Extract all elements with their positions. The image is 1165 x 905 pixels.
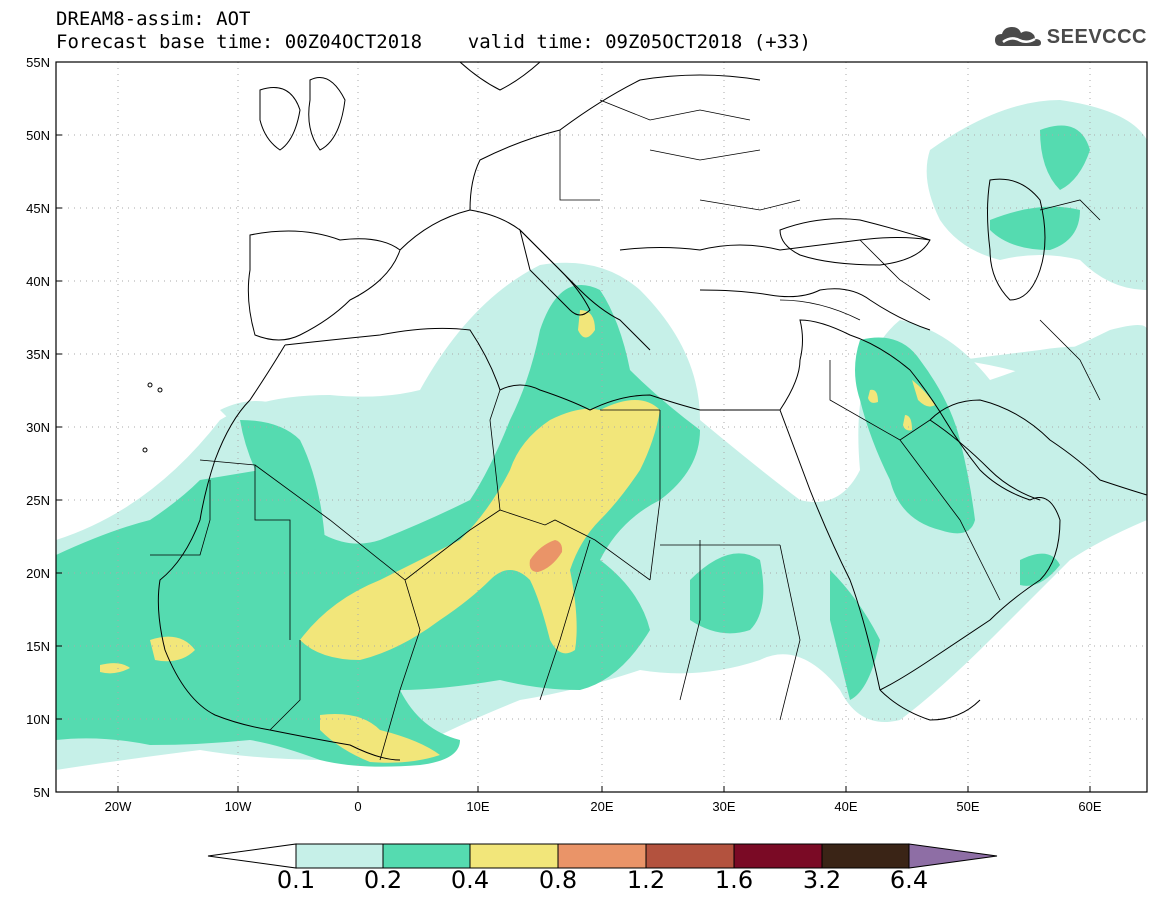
lon-label: 10E: [466, 799, 489, 814]
latitude-labels: 55N 50N 45N 40N 35N 30N 25N 20N 15N 10N …: [26, 55, 50, 800]
lon-label: 0: [354, 799, 361, 814]
legend-label: 6.4: [889, 866, 929, 894]
colorbar-low-arrow: [207, 843, 297, 869]
title-line-1: DREAM8-assim: AOT: [56, 8, 251, 30]
legend-label: 0.1: [276, 866, 316, 894]
aot-level-0.4: [100, 310, 935, 763]
colorbar-segment: [557, 843, 647, 869]
legend-label: 0.4: [450, 866, 490, 894]
colorbar-segment: [382, 843, 471, 869]
lat-label: 35N: [26, 347, 50, 362]
lat-label: 10N: [26, 712, 50, 727]
colorbar-segment: [733, 843, 823, 869]
lon-label: 10W: [225, 799, 252, 814]
title-line-2: Forecast base time: 00Z04OCT2018 valid t…: [56, 31, 811, 53]
legend-label: 1.2: [626, 866, 666, 894]
seevccc-logo: SEEVCCC: [993, 22, 1147, 52]
lon-label: 20E: [590, 799, 613, 814]
colorbar-segment: [645, 843, 735, 869]
aot-level-0.8: [529, 540, 563, 572]
lon-label: 40E: [834, 799, 857, 814]
longitude-labels: 20W 10W 0 10E 20E 30E 40E 50E 60E: [105, 799, 1102, 814]
colorbar-segment: [821, 843, 910, 869]
coastlines: [142, 62, 1147, 761]
lon-label: 60E: [1078, 799, 1101, 814]
lon-label: 20W: [105, 799, 132, 814]
lat-label: 15N: [26, 639, 50, 654]
lat-label: 55N: [26, 55, 50, 70]
colorbar-high-arrow: [908, 843, 998, 869]
logo-text: SEEVCCC: [1046, 25, 1147, 48]
lat-label: 50N: [26, 128, 50, 143]
legend-label: 3.2: [802, 866, 842, 894]
colorbar-segment: [469, 843, 559, 869]
legend-label: 1.6: [714, 866, 754, 894]
country-borders: [150, 99, 1101, 761]
lat-label: 20N: [26, 566, 50, 581]
aot-level-0.2: [56, 125, 1090, 767]
legend-label: 0.2: [363, 866, 403, 894]
cloud-icon: [994, 27, 1041, 46]
lat-label: 45N: [26, 201, 50, 216]
lat-label: 30N: [26, 420, 50, 435]
lat-label: 40N: [26, 274, 50, 289]
lon-label: 50E: [956, 799, 979, 814]
ticks: [56, 61, 1091, 793]
legend-label: 0.8: [538, 866, 578, 894]
colorbar: [207, 843, 998, 869]
lon-label: 30E: [712, 799, 735, 814]
colorbar-segment: [295, 843, 384, 869]
aot-contours: [56, 100, 1147, 770]
lat-label: 25N: [26, 493, 50, 508]
lat-label: 5N: [33, 785, 50, 800]
